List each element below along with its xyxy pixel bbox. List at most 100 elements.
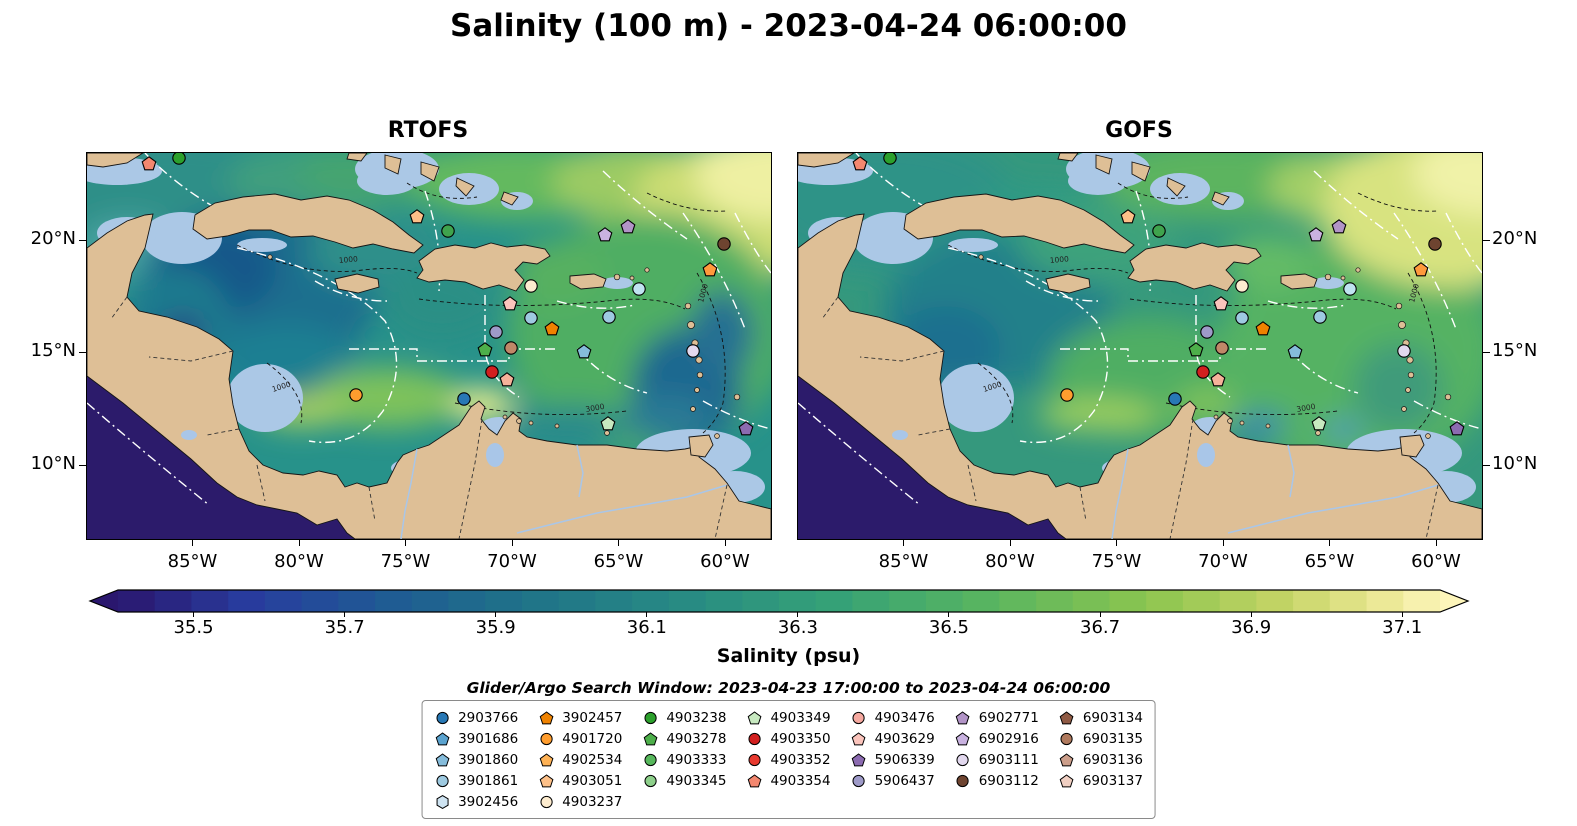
colorbar-tick-mark — [1099, 612, 1101, 617]
legend-item-4903352: 4903352 — [746, 749, 831, 770]
colorbar-segment — [191, 590, 229, 612]
legend-item-4903238: 4903238 — [642, 707, 726, 728]
lon-tick-mark — [618, 540, 619, 546]
land — [87, 153, 144, 168]
colorbar-segment — [118, 590, 156, 612]
island — [502, 414, 508, 420]
colorbar-tick-mark — [646, 612, 648, 617]
colorbar-tick-mark — [193, 612, 195, 617]
colorbar-tick-label: 35.9 — [475, 617, 516, 638]
bathymetry-contour — [406, 182, 478, 199]
island — [1401, 406, 1407, 412]
marker-shape — [955, 731, 970, 745]
platform-marker — [1308, 227, 1324, 242]
legend-marker-circle-icon — [435, 711, 449, 724]
legend-marker-circle-icon — [748, 732, 761, 745]
colorbar-extend-right — [1440, 590, 1468, 612]
legend-platform-id: 6903136 — [1082, 751, 1143, 768]
legend-platform-id: 6903112 — [978, 772, 1039, 789]
legend-marker-pentagon-icon — [747, 773, 762, 787]
colorbar-segment — [228, 590, 266, 612]
eez-boundary-line — [947, 247, 1109, 444]
land — [798, 213, 1482, 539]
legend-platform-id: 6902916 — [978, 730, 1039, 747]
island — [1213, 414, 1219, 420]
platform-marker — [1331, 219, 1347, 234]
island — [1398, 321, 1406, 329]
legend-platform-id: 6903134 — [1082, 709, 1143, 726]
land — [1166, 177, 1186, 197]
land — [1045, 273, 1091, 294]
legend-item-5906437: 5906437 — [851, 770, 935, 791]
island — [694, 387, 700, 393]
eez-boundary-line — [602, 170, 688, 240]
platform-marker — [883, 153, 897, 165]
eez-boundary-line — [1060, 348, 1268, 362]
marker-shape — [852, 774, 865, 787]
lat-tick-mark — [79, 239, 86, 241]
legend-column: 4903238 4903278 4903333 4903345 — [642, 707, 726, 812]
eez-boundary-line — [734, 212, 771, 274]
salinity-blob — [1353, 343, 1443, 433]
colorbar-segment — [1403, 590, 1441, 612]
legend-platform-id: 4903476 — [874, 709, 935, 726]
eez-boundary-line — [798, 402, 921, 506]
colorbar-segment — [999, 590, 1037, 612]
legend-marker-pentagon-icon — [851, 752, 866, 766]
platform-marker — [504, 341, 518, 355]
bathymetry-contour — [1357, 192, 1439, 212]
eez-boundary-line — [1445, 212, 1482, 274]
country-border — [368, 486, 376, 522]
colorbar-segment — [1036, 590, 1074, 612]
island — [1425, 433, 1431, 439]
colorbar-tick-label: 36.1 — [626, 617, 667, 638]
lon-tick-mark — [1329, 540, 1330, 546]
lon-tick-label: 80°W — [274, 551, 324, 572]
colorbar-segment — [852, 590, 890, 612]
legend-platform-id: 4902534 — [562, 751, 623, 768]
river — [576, 444, 584, 498]
platform-marker — [1235, 311, 1249, 325]
legend-item-6903136: 6903136 — [1059, 749, 1143, 770]
colorbar-tick-mark — [344, 612, 346, 617]
platform-marker — [1313, 310, 1327, 324]
colorbar — [88, 589, 1470, 613]
legend-marker-circle-icon — [540, 732, 553, 745]
colorbar-segment — [668, 590, 707, 612]
platform-marker — [1235, 279, 1249, 293]
island — [687, 321, 695, 329]
legend-marker-pentagon-icon — [539, 752, 554, 766]
marker-shape — [748, 753, 761, 766]
legend-platform-id: 4903333 — [666, 751, 727, 768]
land — [1095, 154, 1113, 175]
marker-shape — [955, 710, 970, 724]
marker-shape — [435, 752, 449, 766]
marker-shape — [1059, 710, 1074, 724]
legend-marker-pentagon-icon — [747, 710, 762, 724]
colorbar-tick-label: 36.9 — [1231, 617, 1272, 638]
island — [733, 393, 741, 401]
island — [714, 433, 720, 439]
legend-platform-id: 4903629 — [874, 730, 935, 747]
land — [1399, 434, 1425, 458]
colorbar-tick-mark — [948, 612, 950, 617]
legend-marker-pentagon-icon — [955, 710, 970, 724]
shallow-bank — [227, 364, 303, 432]
lon-tick-mark — [1435, 540, 1437, 546]
platform-marker — [524, 279, 538, 293]
country-border — [110, 296, 128, 320]
platform-marker — [600, 416, 616, 431]
colorbar-label: Salinity (psu) — [716, 645, 861, 667]
legend-marker-circle-icon — [956, 774, 969, 787]
depth-contour-label: 3000 — [1296, 402, 1317, 414]
colorbar-segment — [411, 590, 450, 612]
legend-column: 6902771 6902916 6903111 6903112 — [955, 707, 1039, 812]
platform-marker — [1311, 416, 1327, 431]
colorbar-segment — [338, 590, 376, 612]
lake — [181, 430, 197, 440]
land — [569, 273, 607, 290]
legend-marker-circle-icon — [956, 753, 969, 766]
platform-marker — [1120, 209, 1136, 224]
colorbar-tick-label: 37.1 — [1382, 617, 1423, 638]
